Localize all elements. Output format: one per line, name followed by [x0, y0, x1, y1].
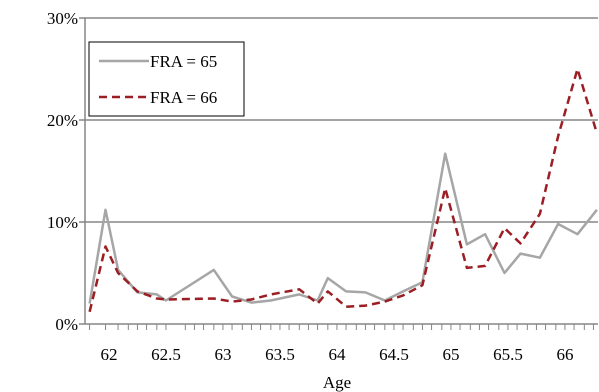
- x-tick-label: 63.5: [265, 345, 295, 364]
- legend-box: [88, 41, 245, 117]
- x-tick-label: 65.5: [493, 345, 523, 364]
- series-line-fra-66: [88, 67, 599, 313]
- legend-label-fra-66: FRA = 66: [150, 88, 217, 107]
- x-tick-label: 64.5: [379, 345, 409, 364]
- legend: FRA = 65 FRA = 66: [88, 41, 245, 117]
- x-tick-label: 65: [442, 345, 459, 364]
- y-tick-label: 20%: [47, 111, 78, 130]
- axes: [79, 17, 598, 330]
- y-tick-labels: 0% 10% 20% 30%: [47, 9, 78, 334]
- legend-label-fra-65: FRA = 65: [150, 52, 217, 71]
- y-tick-label: 0%: [55, 315, 78, 334]
- series-line-fra-65: [88, 152, 598, 304]
- x-tick-labels: 62 62.5 63 63.5 64 64.5 65 65.5 66: [100, 345, 573, 364]
- x-tick-label: 63: [214, 345, 231, 364]
- y-tick-label: 30%: [47, 9, 78, 28]
- series: [88, 67, 599, 313]
- x-tick-label: 62: [100, 345, 117, 364]
- y-tick-label: 10%: [47, 213, 78, 232]
- x-tick-label: 64: [328, 345, 346, 364]
- x-tick-label: 66: [556, 345, 573, 364]
- gridlines: [85, 17, 598, 223]
- x-tick-label: 62.5: [151, 345, 181, 364]
- x-axis-title: Age: [323, 373, 351, 392]
